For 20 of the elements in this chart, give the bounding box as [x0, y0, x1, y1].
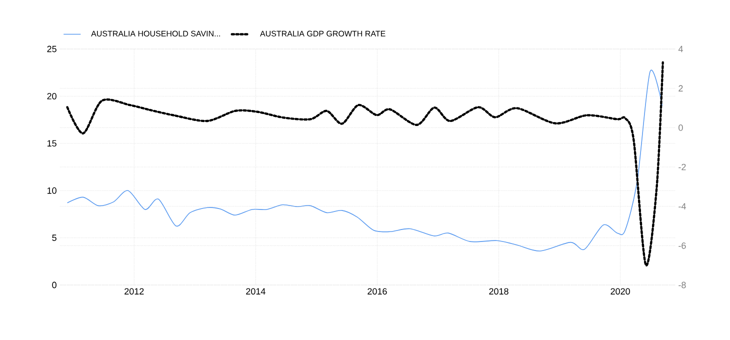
x-tick-label: 2020: [610, 288, 630, 295]
y-tick-label: 10: [47, 187, 56, 194]
y-tick-label: 25: [47, 46, 56, 52]
legend-label: AUSTRALIA GDP GROWTH RATE: [260, 30, 386, 36]
y2-tick-label: 2: [678, 85, 683, 92]
x-tick-label: 2018: [489, 288, 508, 295]
x-tick-label: 2012: [124, 288, 144, 295]
x-tick-label: 2014: [246, 288, 266, 295]
x-tick-label: 2016: [368, 288, 387, 295]
y2-tick-label: -8: [678, 282, 686, 288]
y2-tick-label: 4: [678, 46, 683, 52]
y-tick-label: 20: [47, 93, 56, 100]
y-tick-label: 0: [52, 282, 56, 288]
y2-tick-label: -6: [678, 242, 686, 249]
y2-tick-label: 0: [678, 124, 683, 131]
y2-tick-label: -4: [678, 203, 686, 210]
y-tick-label: 15: [47, 140, 56, 147]
legend-label: AUSTRALIA HOUSEHOLD SAVIN...: [91, 30, 220, 36]
y2-tick-label: -2: [678, 164, 686, 170]
y-tick-label: 5: [52, 234, 56, 241]
